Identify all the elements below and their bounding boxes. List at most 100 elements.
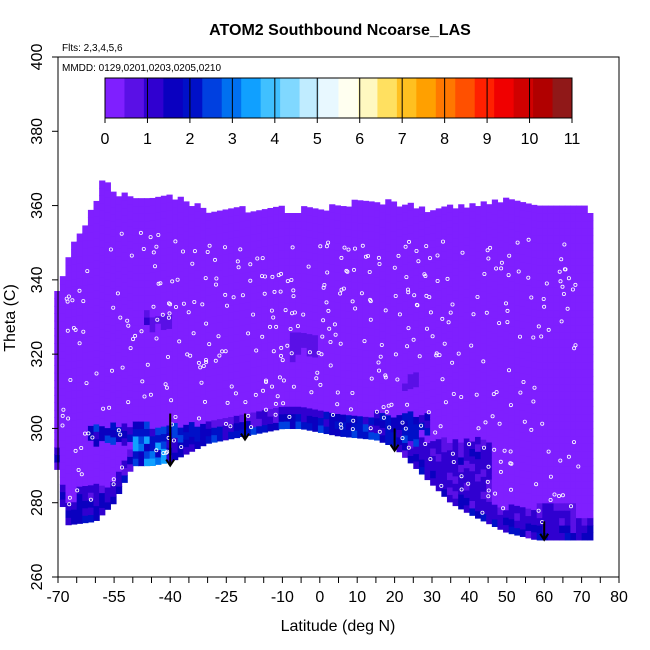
sample-marker <box>490 414 495 419</box>
heatmap-cell <box>536 235 543 244</box>
heatmap-cell <box>256 239 263 248</box>
heatmap-cell <box>59 380 67 389</box>
heatmap-cell <box>486 352 493 361</box>
heatmap-cell <box>340 339 347 348</box>
heatmap-cell <box>491 518 499 527</box>
sample-marker <box>324 244 329 249</box>
heatmap-cell <box>345 295 353 304</box>
heatmap-cell <box>172 199 179 208</box>
heatmap-cell <box>424 442 431 451</box>
heatmap-cell <box>446 293 454 302</box>
heatmap-cell <box>547 428 555 437</box>
heatmap-cell <box>59 461 67 470</box>
heatmap-cell <box>194 225 201 234</box>
heatmap-cell <box>345 332 353 341</box>
heatmap-cell <box>132 428 140 437</box>
heatmap-cell <box>463 393 470 402</box>
heatmap-cell <box>418 325 426 334</box>
heatmap-cell <box>390 424 398 433</box>
heatmap-cell <box>317 313 325 322</box>
heatmap-cell <box>413 208 420 217</box>
sample-marker <box>339 255 344 260</box>
colorbar-segment <box>221 78 242 118</box>
heatmap-cell <box>390 416 398 425</box>
heatmap-cell <box>531 494 538 503</box>
heatmap-cell <box>424 412 431 421</box>
heatmap-cell <box>542 369 549 378</box>
heatmap-cell <box>413 453 420 462</box>
heatmap-cell <box>575 361 583 370</box>
heatmap-cell <box>542 517 549 526</box>
sample-marker <box>350 427 355 432</box>
heatmap-cell <box>138 361 145 370</box>
heatmap-cell <box>301 213 308 222</box>
heatmap-cell <box>93 200 100 209</box>
sample-marker <box>423 441 428 446</box>
heatmap-cell <box>413 267 420 276</box>
heatmap-cell <box>76 448 83 457</box>
heatmap-cell <box>581 428 588 437</box>
heatmap-cell <box>463 252 470 261</box>
heatmap-cell <box>491 214 499 223</box>
heatmap-cell <box>486 456 493 465</box>
heatmap-cell <box>430 247 437 256</box>
heatmap-cell <box>65 390 72 399</box>
sample-marker <box>426 410 431 415</box>
heatmap-cell <box>553 517 560 526</box>
sample-marker <box>148 235 153 240</box>
heatmap-cell <box>65 480 72 489</box>
heatmap-cell <box>104 397 111 406</box>
heatmap-cell <box>273 221 280 230</box>
y-tick-label: 400 <box>29 44 46 71</box>
heatmap-cell <box>357 259 364 268</box>
sample-marker <box>60 423 65 428</box>
heatmap-cell <box>160 262 168 271</box>
heatmap-cell <box>121 333 128 342</box>
heatmap-cell <box>514 460 521 469</box>
sample-marker <box>493 491 498 496</box>
heatmap-cell <box>261 275 269 284</box>
heatmap-cell <box>531 353 538 362</box>
heatmap-cell <box>188 310 196 319</box>
heatmap-cell <box>469 396 476 405</box>
heatmap-cell <box>317 298 325 307</box>
heatmap-cell <box>458 479 465 488</box>
heatmap-cell <box>110 303 117 312</box>
heatmap-cell <box>205 279 212 288</box>
heatmap-cell <box>340 258 347 267</box>
heatmap-cell <box>87 343 95 352</box>
heatmap-cell <box>480 513 487 522</box>
heatmap-cell <box>503 309 510 318</box>
heatmap-cell <box>267 282 274 291</box>
heatmap-cell <box>82 463 89 472</box>
heatmap-cell <box>317 395 325 404</box>
heatmap-cell <box>452 327 459 336</box>
heatmap-cell <box>155 271 162 280</box>
heatmap-cell <box>385 228 392 237</box>
heatmap-cell <box>475 339 482 348</box>
heatmap-cell <box>132 450 140 459</box>
heatmap-cell <box>261 379 269 388</box>
heatmap-cell <box>99 499 106 508</box>
sample-marker <box>290 245 295 250</box>
heatmap-cell <box>82 336 89 345</box>
heatmap-cell <box>188 428 196 437</box>
sample-marker <box>306 264 311 269</box>
heatmap-cell <box>245 264 252 273</box>
heatmap-cell <box>261 357 269 366</box>
heatmap-cell <box>424 226 431 235</box>
heatmap-cell <box>357 326 364 335</box>
heatmap-cell <box>93 312 100 321</box>
heatmap-cell <box>233 370 240 379</box>
heatmap-cell <box>222 328 229 337</box>
heatmap-cell <box>155 248 162 257</box>
heatmap-cell <box>345 236 353 245</box>
heatmap-cell <box>379 249 386 258</box>
heatmap-cell <box>273 310 280 319</box>
heatmap-cell <box>172 370 179 379</box>
heatmap-cell <box>166 402 173 411</box>
heatmap-cell <box>519 320 527 329</box>
heatmap-cell <box>519 462 527 471</box>
sample-marker <box>231 295 236 300</box>
